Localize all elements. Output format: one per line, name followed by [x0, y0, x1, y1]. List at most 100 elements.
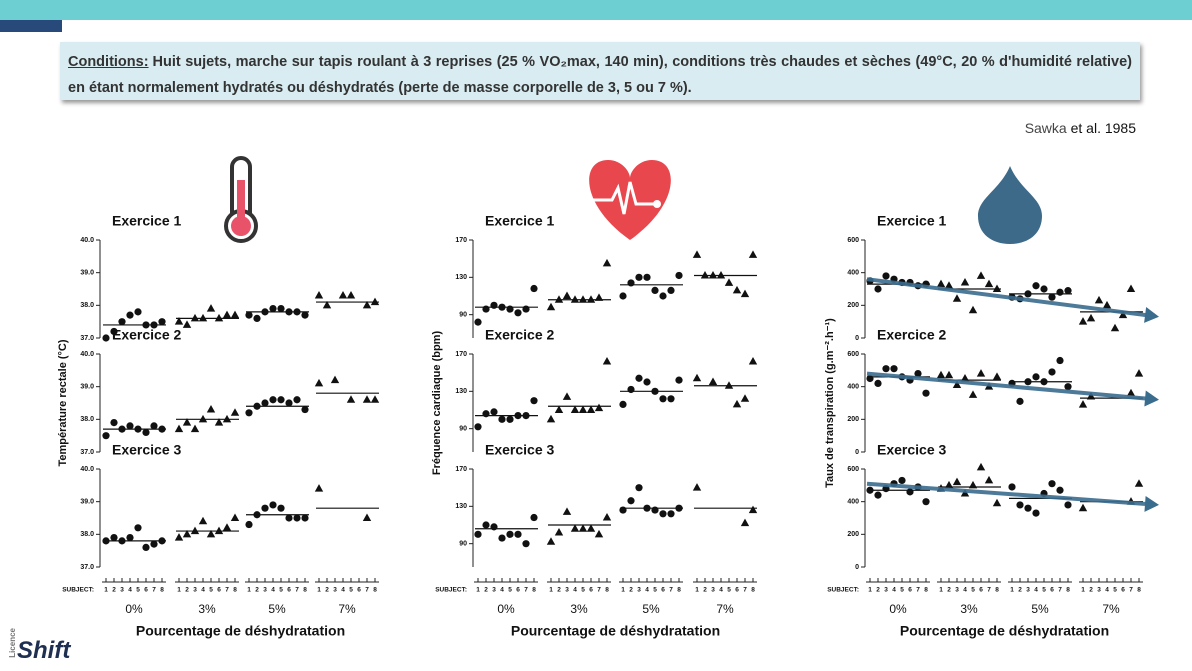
data-point: [301, 405, 309, 414]
data-point: [619, 292, 627, 300]
data-point: [700, 270, 710, 279]
conditions-box: Conditions: Huit sujets, marche sur tapis…: [60, 42, 1140, 100]
data-point: [530, 513, 538, 522]
subject-number: 6: [735, 587, 739, 594]
subject-number: 4: [892, 587, 896, 594]
subject-number: 5: [900, 587, 904, 594]
data-point: [675, 376, 683, 384]
subject-number: 3: [1097, 587, 1101, 594]
data-point: [142, 428, 150, 436]
subject-number: 3: [637, 587, 641, 594]
data-point: [882, 365, 890, 373]
data-point: [110, 327, 118, 336]
data-point: [890, 365, 898, 373]
subject-number: 4: [1105, 587, 1109, 594]
data-point: [976, 462, 986, 471]
data-point: [126, 534, 134, 542]
subject-number: 4: [128, 587, 132, 594]
subject-number: 2: [876, 587, 880, 594]
data-point: [724, 278, 734, 286]
conditions-text: Huit sujets, marche sur tapis roulant à …: [68, 54, 1132, 96]
subject-number: 7: [916, 587, 920, 594]
data-point: [245, 311, 253, 319]
data-point: [1016, 397, 1024, 405]
category-label: 0%: [889, 602, 907, 616]
data-point: [285, 399, 293, 407]
y-tick-label: 0: [855, 449, 859, 456]
data-point: [732, 285, 742, 294]
y-tick-label: 90: [459, 426, 467, 433]
y-axis-label: Fréquence cardiaque (bpm): [431, 331, 443, 476]
subject-number: 3: [1026, 587, 1030, 594]
data-point: [748, 505, 758, 514]
data-point: [952, 477, 962, 486]
subject-number: 6: [661, 587, 665, 594]
y-axis-label: Température rectale (°C): [57, 339, 69, 466]
data-point: [1048, 368, 1056, 376]
data-point: [126, 422, 134, 430]
y-tick-label: 38.0: [80, 416, 94, 423]
citation-author: Sawka: [1024, 120, 1067, 136]
y-tick-label: 40.0: [80, 237, 94, 244]
trend-line: [866, 277, 1152, 318]
data-point: [190, 313, 200, 322]
subject-number: 3: [120, 587, 124, 594]
heart-icon: [589, 160, 671, 240]
data-point: [1040, 285, 1048, 293]
data-point: [602, 513, 612, 521]
subject-number: 6: [589, 587, 593, 594]
data-point: [482, 410, 490, 418]
data-point: [346, 395, 356, 403]
data-point: [1134, 369, 1144, 377]
data-point: [992, 284, 1002, 292]
y-tick-label: 39.0: [80, 499, 94, 506]
data-point: [1126, 388, 1136, 397]
top-bar: [0, 0, 1192, 20]
data-point: [976, 271, 986, 279]
logo-small: Licence: [8, 628, 17, 658]
data-point: [190, 424, 200, 433]
citation: Sawka et al. 1985: [1025, 120, 1136, 136]
panel-title: Exercice 1: [112, 213, 181, 229]
data-point: [370, 297, 380, 306]
y-tick-label: 130: [455, 503, 467, 510]
subject-number: 3: [884, 587, 888, 594]
data-point: [578, 295, 588, 303]
data-point: [643, 378, 651, 386]
data-point: [261, 504, 269, 512]
data-point: [619, 506, 627, 514]
data-point: [158, 318, 166, 326]
subject-number: 1: [1081, 587, 1085, 594]
data-point: [914, 370, 922, 378]
data-point: [1086, 313, 1096, 322]
category-label: 7%: [338, 602, 356, 616]
subject-number: 4: [719, 587, 723, 594]
subject-number: 4: [500, 587, 504, 594]
data-point: [277, 504, 285, 512]
data-point: [198, 313, 208, 322]
data-point: [1094, 295, 1104, 304]
subject-number: 4: [271, 587, 275, 594]
subject-number: 2: [1018, 587, 1022, 594]
subject-number: 7: [743, 587, 747, 594]
data-point: [1126, 284, 1136, 292]
data-point: [708, 377, 718, 385]
data-point: [594, 529, 604, 538]
data-point: [570, 295, 580, 303]
data-point: [514, 309, 522, 317]
data-point: [498, 534, 506, 542]
subject-number: 5: [349, 587, 353, 594]
category-label: 5%: [1031, 602, 1049, 616]
citation-rest: et al. 1985: [1070, 120, 1136, 136]
subject-number: 6: [1050, 587, 1054, 594]
data-point: [651, 286, 659, 294]
subject-number: 4: [645, 587, 649, 594]
data-point: [643, 273, 651, 281]
data-point: [182, 418, 192, 426]
conditions-label: Conditions:: [68, 54, 149, 70]
subject-number: 2: [325, 587, 329, 594]
y-axis-label: Taux de transpiration (g.m⁻².h⁻¹): [824, 318, 836, 488]
subject-label: SUBJECT:: [435, 587, 467, 594]
subject-number: 3: [193, 587, 197, 594]
